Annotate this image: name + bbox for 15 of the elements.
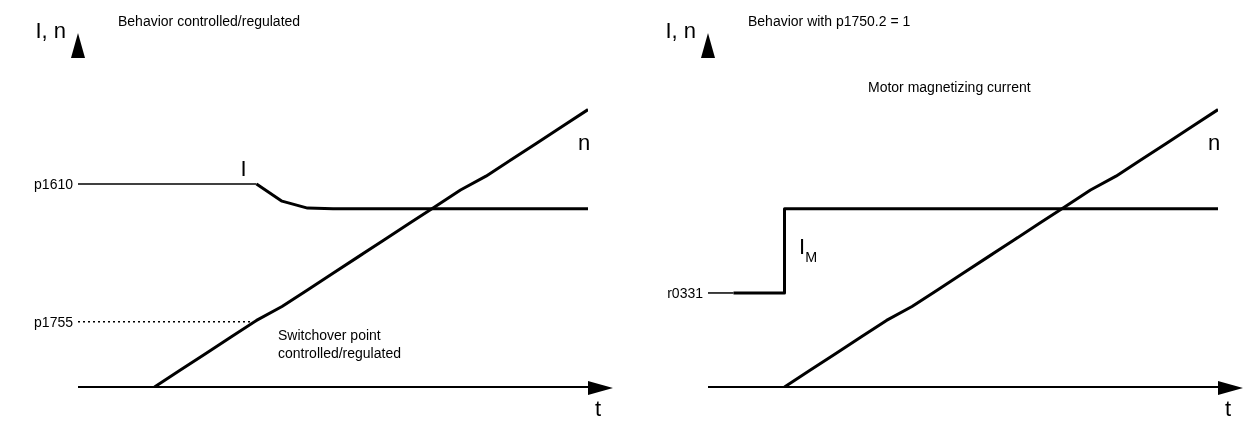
- series-label: I: [240, 156, 247, 182]
- x-axis-title: t: [594, 396, 602, 421]
- series-label: n: [578, 129, 591, 155]
- ref-line-label: p1610: [34, 175, 74, 192]
- ref-line-label: p1755: [34, 313, 74, 330]
- x-axis-title: t: [1224, 396, 1232, 421]
- annotation: Switchover point controlled/regulated: [278, 326, 402, 362]
- y-axis-title: I, n: [35, 18, 66, 43]
- series-label: I$_{M}$: [799, 233, 818, 265]
- series-label: n: [1208, 129, 1221, 155]
- chart-title: Behavior controlled/regulated: [118, 13, 301, 29]
- chart-title: Behavior with p1750.2 = 1: [748, 13, 911, 29]
- ref-line-label: r0331: [667, 284, 704, 301]
- y-axis-title: I, n: [665, 18, 696, 43]
- text: Motor magnetizing current: [868, 78, 1032, 96]
